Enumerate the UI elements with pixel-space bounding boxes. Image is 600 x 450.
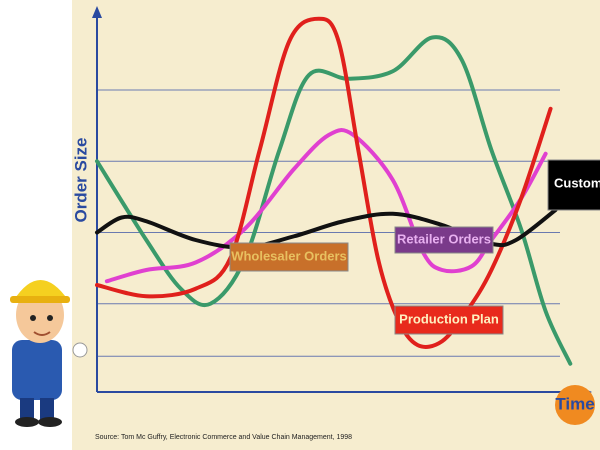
y-axis-label: Order Size — [71, 137, 90, 222]
cartoon-figure — [10, 280, 88, 427]
time-badge — [555, 385, 595, 425]
series-line — [95, 208, 558, 250]
source-note: Source: Tom Mc Guffry, Electronic Commer… — [95, 434, 352, 441]
legend-label: Retailer Orders — [397, 231, 491, 246]
legend-label: Customer Demand — [554, 175, 600, 190]
legend-box — [394, 226, 494, 254]
y-axis-arrow — [92, 6, 102, 18]
legend-box — [229, 242, 349, 272]
legend-box — [547, 159, 600, 211]
legend-label: Production Plan — [399, 311, 499, 326]
legend-box — [394, 305, 504, 335]
legend-label: Wholesaler Orders — [231, 248, 347, 263]
x-axis-label: Time — [555, 394, 594, 413]
